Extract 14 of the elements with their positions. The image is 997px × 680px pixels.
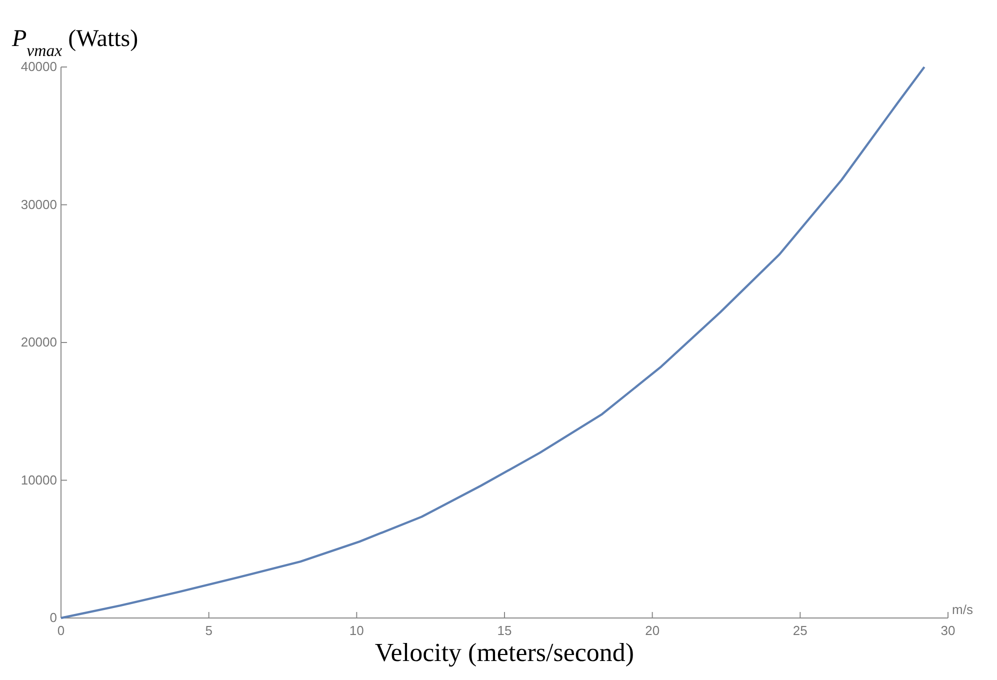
y-tick-label: 10000 xyxy=(20,472,57,488)
x-tick-label: 25 xyxy=(792,623,808,638)
y-axis-title: P$_{vmax}$ (Watts) xyxy=(11,26,138,60)
y-tick-label: 20000 xyxy=(20,334,57,350)
x-tick-label: 5 xyxy=(205,623,212,638)
x-tick-label: 30 xyxy=(940,623,956,638)
y-tick-label: 0 xyxy=(50,610,57,625)
x-tick-label: 20 xyxy=(645,623,660,638)
y-tick-label: 30000 xyxy=(20,196,57,212)
y-tick-label: 40000 xyxy=(20,59,57,74)
x-axis-title: Velocity (meters/second) xyxy=(374,638,634,667)
text: m/s xyxy=(952,602,974,617)
x-tick-label: 10 xyxy=(349,623,364,638)
x-tick-label: 15 xyxy=(497,623,512,638)
